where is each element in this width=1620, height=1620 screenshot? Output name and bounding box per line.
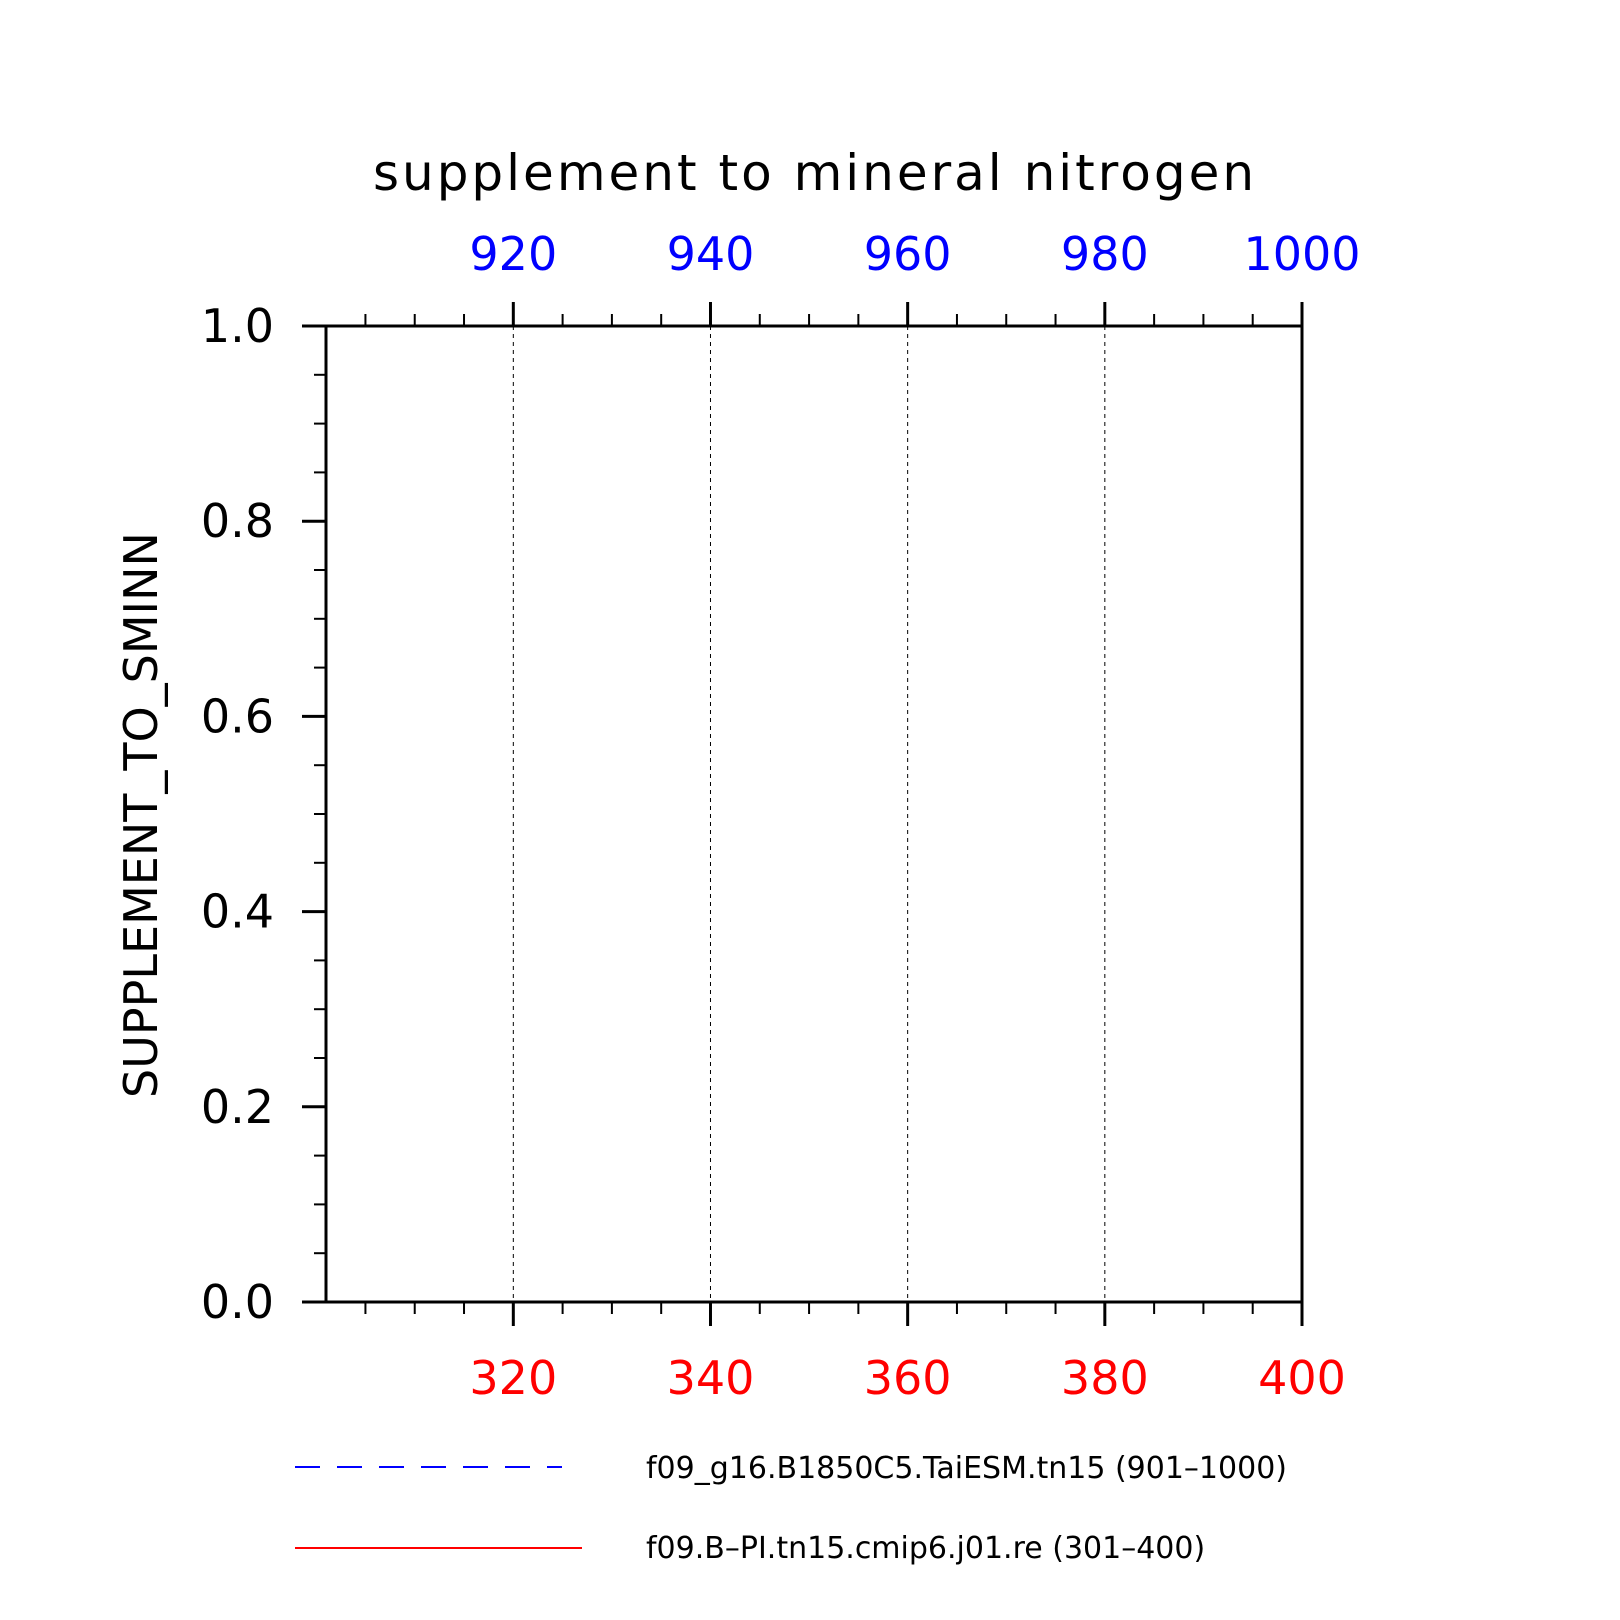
x-top-tick-label: 980	[1061, 227, 1149, 281]
x-top-tick-label: 940	[667, 227, 755, 281]
chart-title: supplement to mineral nitrogen	[373, 144, 1257, 202]
axis-ticks	[302, 302, 1304, 1326]
legend-label-blue: f09_g16.B1850C5.TaiESM.tn15 (901–1000)	[646, 1451, 1287, 1486]
x-top-tick-label: 1000	[1243, 227, 1360, 281]
y-tick-label: 0.6	[201, 689, 274, 743]
grid-lines	[512, 326, 1106, 1302]
x-top-tick-label: 920	[469, 227, 557, 281]
y-axis-label: SUPPLEMENT_TO_SMINN	[114, 532, 168, 1098]
plot-frame	[324, 324, 1304, 1304]
y-tick-label: 0.2	[201, 1080, 274, 1134]
x-bottom-tick-label: 340	[667, 1351, 755, 1405]
y-tick-label: 0.8	[201, 494, 274, 548]
y-tick-label: 0.0	[201, 1275, 274, 1329]
y-tick-label: 0.4	[201, 885, 274, 939]
legend-label-red: f09.B–PI.tn15.cmip6.j01.re (301–400)	[646, 1531, 1205, 1566]
tick-labels: 320 340 360 380 400 920 940 960 980 1000 0.0 0.2 0.4…	[201, 227, 1361, 1405]
x-top-tick-label: 960	[864, 227, 952, 281]
x-bottom-tick-label: 380	[1061, 1351, 1149, 1405]
x-bottom-tick-label: 360	[864, 1351, 952, 1405]
legend: f09_g16.B1850C5.TaiESM.tn15 (901–1000) f…	[295, 1451, 1287, 1566]
x-bottom-tick-label: 400	[1258, 1351, 1346, 1405]
y-tick-label: 1.0	[201, 299, 274, 353]
x-bottom-tick-label: 320	[469, 1351, 557, 1405]
